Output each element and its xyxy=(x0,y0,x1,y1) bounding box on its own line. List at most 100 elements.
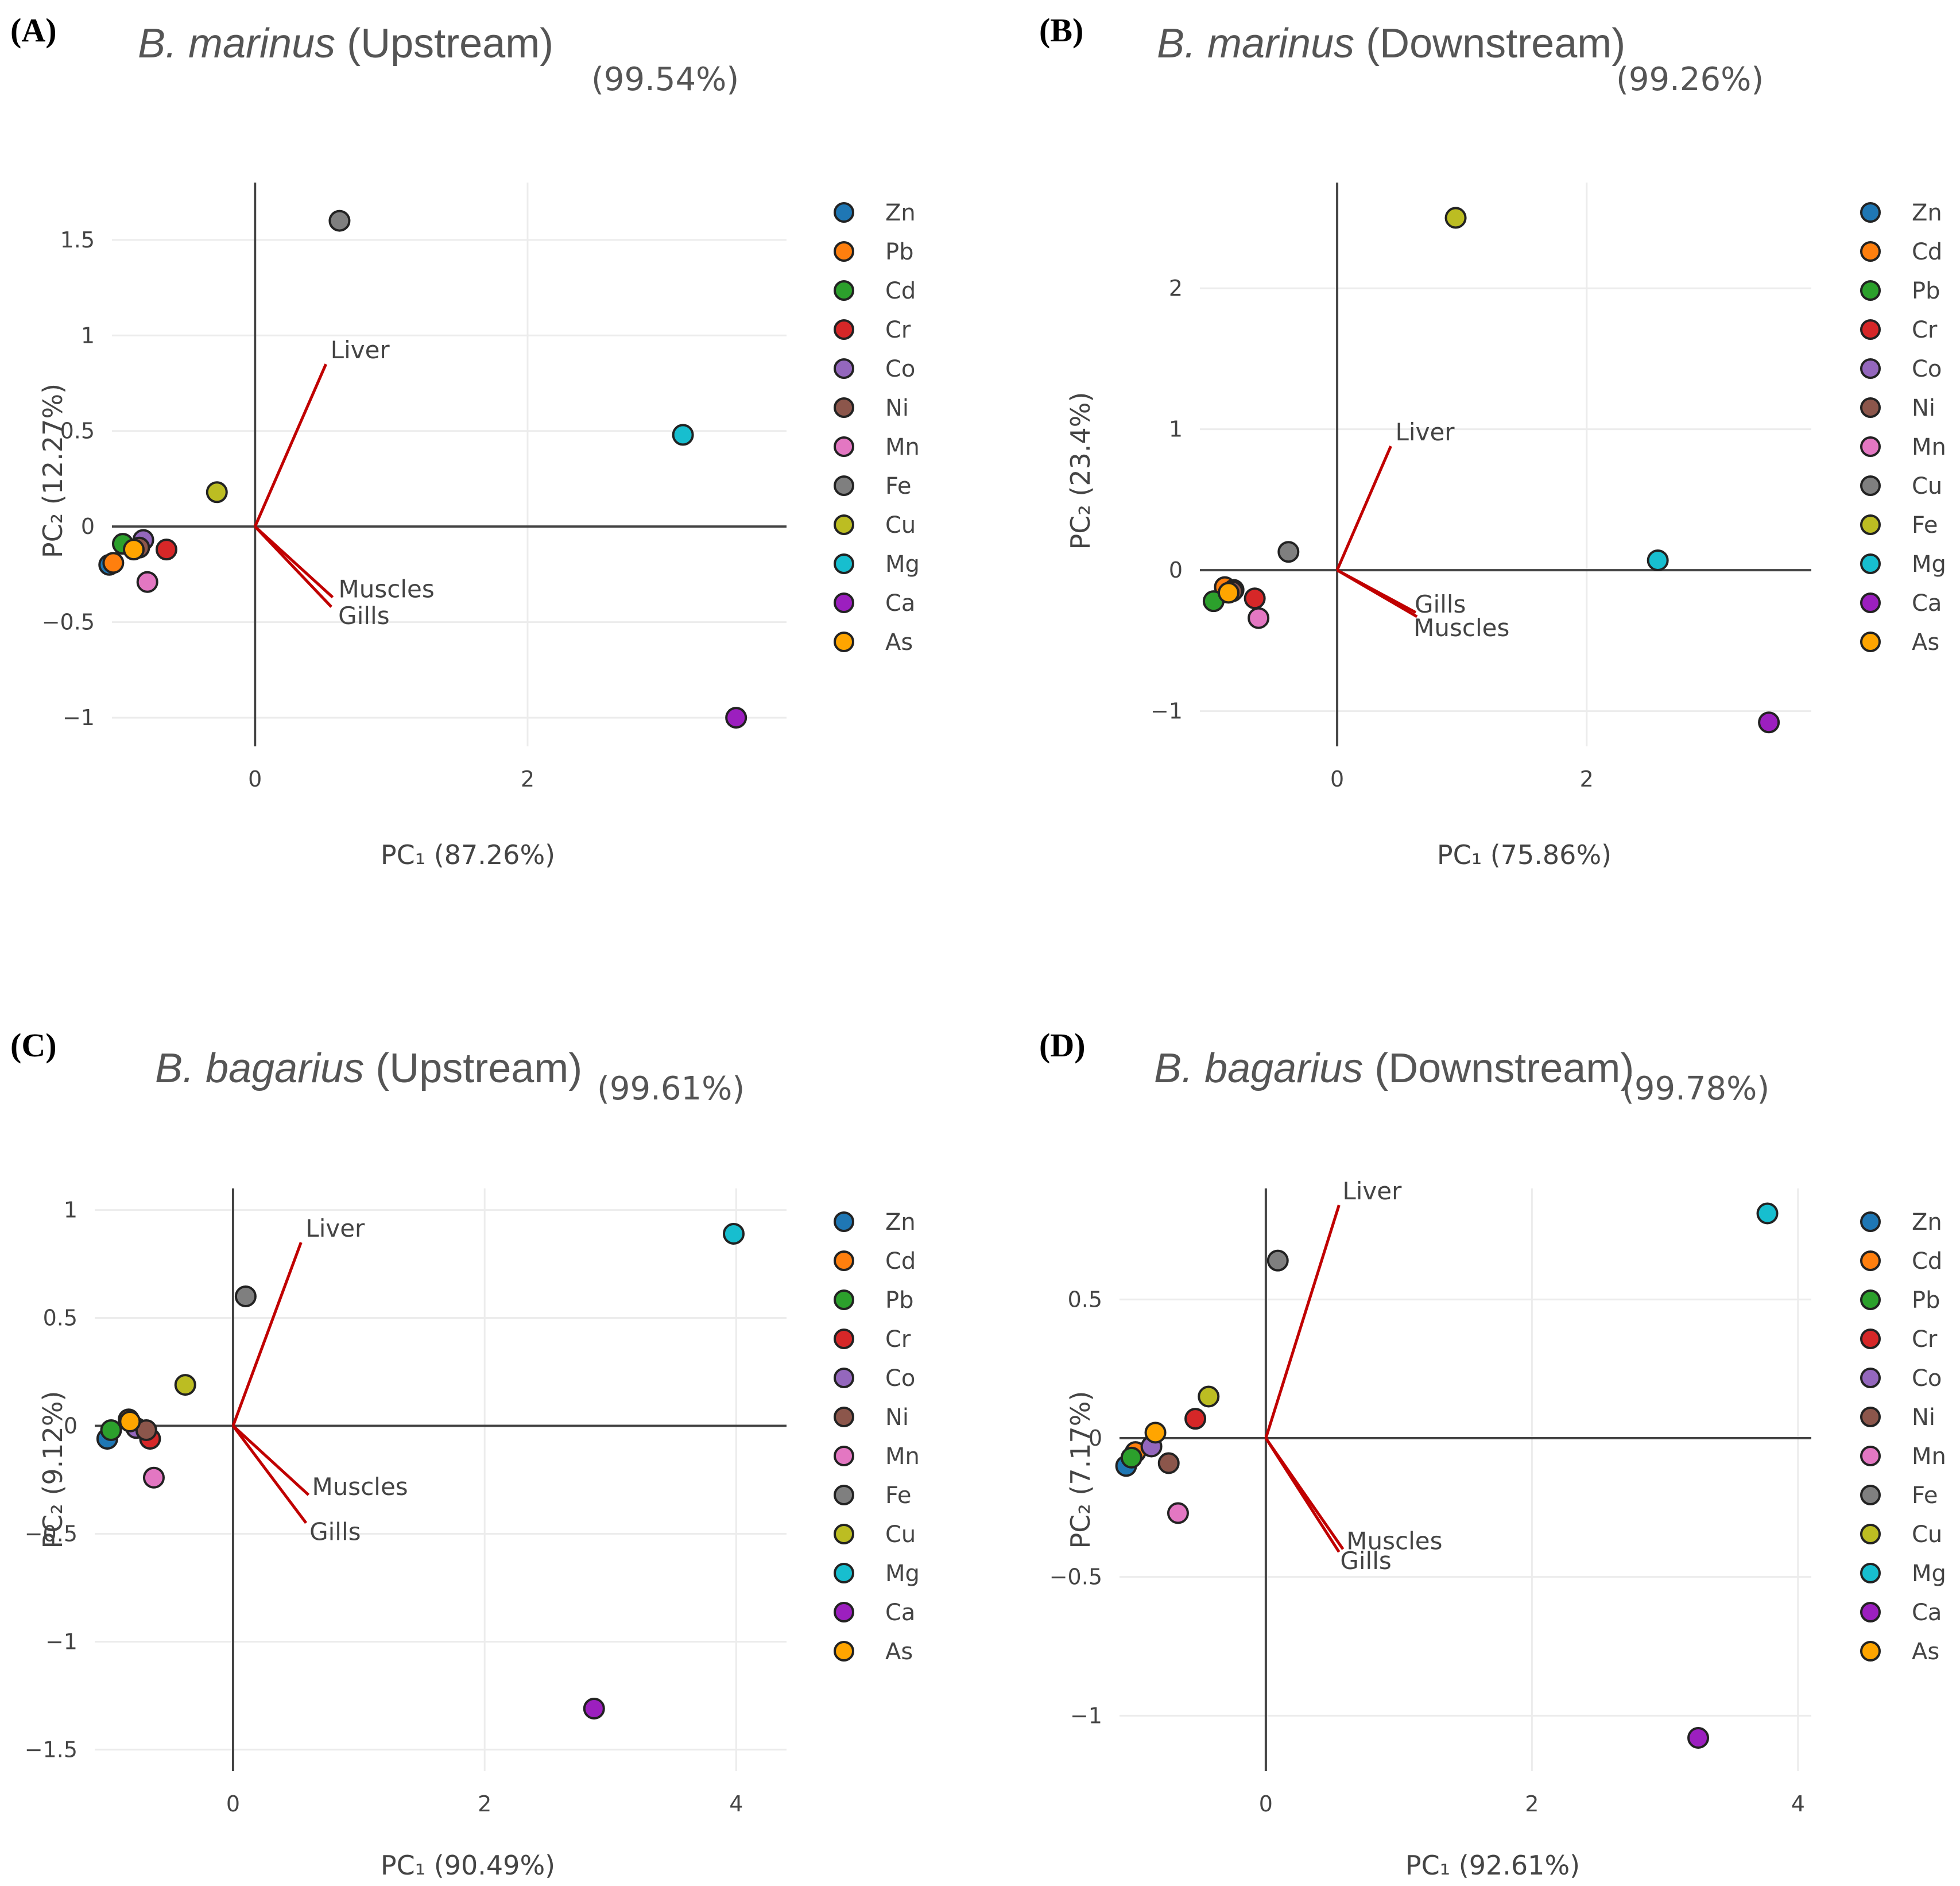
y-tick-label: −1.5 xyxy=(25,1737,78,1762)
legend-label-fe: Fe xyxy=(1912,1482,1938,1509)
point-ca xyxy=(583,1697,605,1720)
title-site: (Upstream) xyxy=(364,1045,582,1091)
point-cu xyxy=(174,1374,196,1396)
panel-c: (C) B. bagarius (Upstream) (99.61%) 0 2 4 −1.5… xyxy=(10,1027,920,1881)
legend-marker-ni xyxy=(834,397,854,418)
point-as xyxy=(122,539,145,561)
panel-d: (D) B. bagarius (Downstream)(99.78%) 0 2 4 −1… xyxy=(1039,1027,1946,1881)
title-site: (Upstream) xyxy=(335,21,553,67)
legend-label-mg: Mg xyxy=(885,551,920,578)
panel-letter: (B) xyxy=(1039,11,1083,49)
title-species: B. marinus xyxy=(138,21,335,67)
loading-label-gills: Gills xyxy=(1340,1547,1391,1575)
legend-marker-as xyxy=(1860,1641,1881,1662)
legend-label-cu: Cu xyxy=(885,1521,916,1548)
legend-marker-zn xyxy=(834,202,854,223)
legend-marker-pb xyxy=(834,241,854,262)
title-site: (Downstream) xyxy=(1354,21,1625,67)
legend-label-ca: Ca xyxy=(1912,1600,1942,1626)
legend-marker-cu xyxy=(834,1524,854,1544)
loading-muscles xyxy=(232,1424,310,1496)
legend-label-cr: Cr xyxy=(1912,1326,1938,1353)
legend-label-as: As xyxy=(1912,629,1939,656)
y-tick-label: −0.5 xyxy=(42,610,95,635)
loading-label-liver: Liver xyxy=(1396,418,1455,446)
loading-gills xyxy=(232,1425,308,1524)
legend-label-ca: Ca xyxy=(885,1600,915,1626)
point-ca xyxy=(725,707,747,729)
legend-label-cd: Cd xyxy=(885,1248,916,1275)
legend-marker-ca xyxy=(834,592,854,613)
point-cu xyxy=(206,481,228,504)
panel-letter: (A) xyxy=(10,11,57,49)
legend-marker-mg xyxy=(1860,553,1881,574)
loading-liver xyxy=(1335,446,1392,571)
legend-label-as: As xyxy=(885,629,913,656)
legend-marker-mg xyxy=(834,553,854,574)
legend-marker-pb xyxy=(1860,280,1881,301)
legend-label-mg: Mg xyxy=(885,1560,920,1587)
legend-label-ni: Ni xyxy=(885,395,909,421)
loading-label-gills: Gills xyxy=(338,602,389,630)
total-variance: (99.54%) xyxy=(591,61,739,98)
legend-marker-cr xyxy=(1860,1329,1881,1349)
legend-marker-mg xyxy=(834,1563,854,1583)
x-tick-label: 4 xyxy=(729,1791,743,1817)
legend-marker-ca xyxy=(1860,592,1881,613)
legend-label-zn: Zn xyxy=(885,1209,916,1236)
title-species: B. bagarius xyxy=(1154,1045,1363,1091)
panel-letter: (C) xyxy=(10,1027,57,1064)
x-tick-label: 2 xyxy=(478,1791,491,1817)
legend-label-co: Co xyxy=(1912,1365,1942,1392)
legend-label-mg: Mg xyxy=(1912,551,1946,578)
x-tick-label: 2 xyxy=(1525,1791,1539,1817)
y-tick-label: 1.5 xyxy=(60,227,95,253)
title-species: B. marinus xyxy=(1157,21,1354,67)
legend-label-fe: Fe xyxy=(885,1482,911,1509)
point-ca xyxy=(1758,711,1780,734)
total-variance: (99.78%) xyxy=(1622,1070,1769,1107)
y-tick-label: −1 xyxy=(1070,1703,1102,1728)
legend-marker-cu xyxy=(1860,475,1881,496)
y-tick-label: 0 xyxy=(81,514,95,539)
y-tick-label: 1 xyxy=(1169,417,1183,442)
point-mn xyxy=(136,571,158,593)
loading-label-muscles: Muscles xyxy=(339,575,435,603)
x-tick-label: 2 xyxy=(1580,766,1594,792)
point-cu xyxy=(1198,1385,1220,1408)
point-ca xyxy=(1687,1727,1710,1749)
chart-title: B. bagarius (Upstream) xyxy=(155,1045,582,1091)
legend-label-cu: Cu xyxy=(885,512,916,539)
point-pb xyxy=(102,552,125,574)
legend-marker-ni xyxy=(1860,397,1881,418)
panel-b: (B) B. marinus (Downstream)(99.26%) 0 2 −1 0 1… xyxy=(1039,11,1946,870)
legend-label-ni: Ni xyxy=(1912,395,1935,421)
legend-label-zn: Zn xyxy=(1912,1209,1942,1236)
y-tick-label: 1 xyxy=(81,323,95,348)
legend-label-mn: Mn xyxy=(1912,434,1946,460)
total-variance: (99.26%) xyxy=(1616,61,1764,98)
legend-label-mn: Mn xyxy=(885,1443,920,1470)
point-as xyxy=(1144,1422,1167,1444)
legend-marker-fe xyxy=(1860,514,1881,535)
legend-label-ca: Ca xyxy=(885,590,915,617)
point-cr xyxy=(1184,1408,1207,1430)
title-site: (Downstream) xyxy=(1363,1045,1634,1091)
point-pb xyxy=(1120,1446,1142,1469)
legend-label-pb: Pb xyxy=(1912,278,1940,304)
legend-marker-ca xyxy=(834,1602,854,1622)
legend-marker-fe xyxy=(1860,1485,1881,1505)
legend-label-mn: Mn xyxy=(885,434,920,460)
legend-label-cd: Cd xyxy=(885,278,916,304)
point-cu xyxy=(1277,541,1300,563)
x-axis-label: PC₁ (90.49%) xyxy=(381,1850,555,1881)
legend-label-cd: Cd xyxy=(1912,1248,1942,1275)
total-variance: (99.61%) xyxy=(597,1070,745,1107)
legend-marker-zn xyxy=(1860,1211,1881,1232)
legend-label-as: As xyxy=(1912,1639,1939,1665)
point-mg xyxy=(1647,549,1669,571)
legend-label-pb: Pb xyxy=(1912,1287,1940,1314)
legend-marker-cr xyxy=(1860,319,1881,340)
legend-label-co: Co xyxy=(1912,356,1942,382)
